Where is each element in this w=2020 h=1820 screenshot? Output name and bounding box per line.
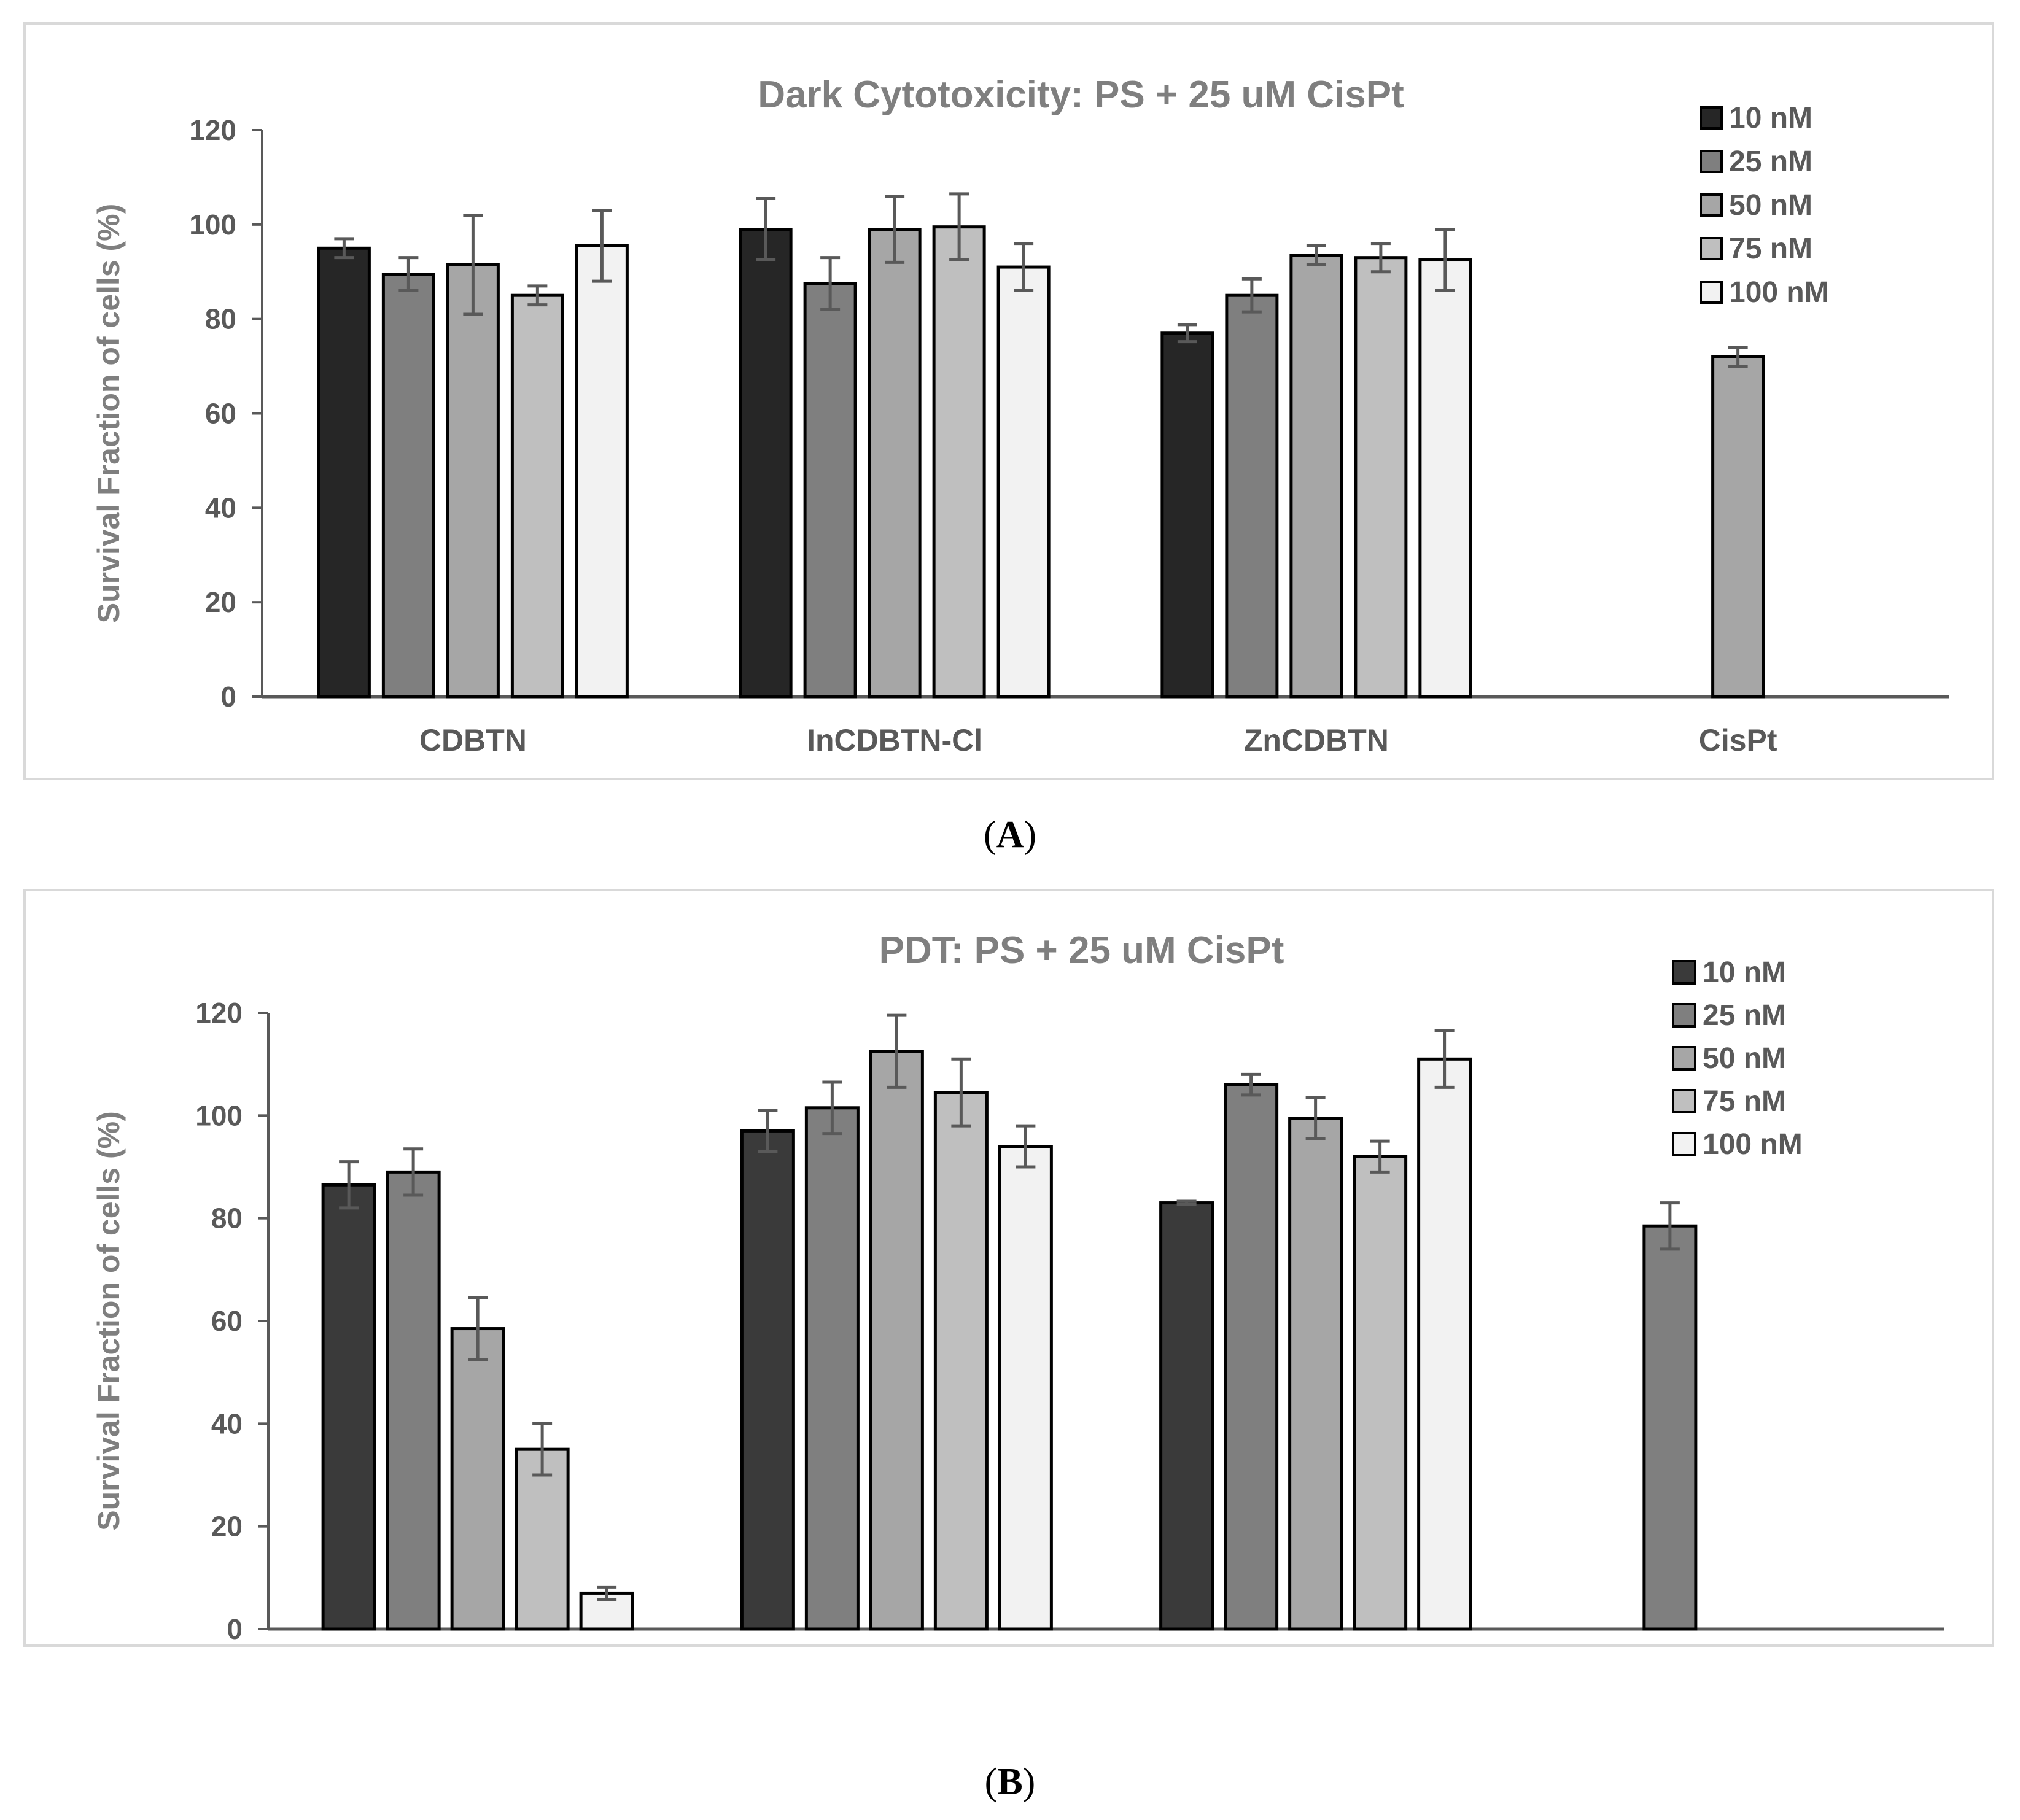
y-tick-label: 80 bbox=[205, 303, 236, 335]
y-axis-label: Survival Fraction of cells (%) bbox=[91, 204, 126, 624]
bar bbox=[1711, 355, 1765, 699]
y-tick-label: 40 bbox=[205, 492, 236, 524]
chart-title: PDT: PS + 25 uM CisPt bbox=[879, 929, 1284, 972]
legend-swatch bbox=[1700, 106, 1723, 130]
x-category-label: InCDBTN-Cl bbox=[807, 723, 982, 757]
bar bbox=[446, 263, 500, 699]
bar bbox=[450, 1327, 505, 1631]
legend-swatch bbox=[1672, 960, 1696, 985]
legend-label: 10 nM bbox=[1729, 102, 1812, 134]
bar bbox=[1289, 254, 1343, 699]
bar bbox=[317, 246, 371, 699]
bar bbox=[868, 228, 922, 699]
legend-label: 25 nM bbox=[1703, 999, 1786, 1032]
bar bbox=[1353, 1155, 1408, 1631]
legend-swatch bbox=[1672, 1132, 1696, 1156]
y-tick-label: 80 bbox=[211, 1202, 243, 1234]
caption-b: (B) bbox=[984, 1761, 1036, 1803]
bar bbox=[932, 225, 986, 699]
bar bbox=[575, 244, 629, 699]
y-tick-label: 20 bbox=[205, 586, 236, 618]
bar bbox=[1418, 258, 1472, 699]
legend-swatch bbox=[1672, 1003, 1696, 1028]
chart-panel-a: Dark Cytotoxicity: PS + 25 uM CisPt 0 20 40… bbox=[23, 22, 1994, 780]
bar bbox=[381, 273, 435, 699]
y-tick-label: 60 bbox=[205, 398, 236, 430]
bar bbox=[1160, 331, 1214, 699]
legend-label: 50 nM bbox=[1729, 189, 1812, 222]
legend-swatch bbox=[1672, 1046, 1696, 1071]
chart-b-svg: PDT: PS + 25 uM CisPt 0 20 40 60 80 100 120 Surv… bbox=[91, 929, 1944, 1645]
legend-swatch bbox=[1672, 1089, 1696, 1113]
y-tick-label: 100 bbox=[189, 209, 236, 241]
bar bbox=[740, 1129, 795, 1631]
bar bbox=[1288, 1117, 1343, 1631]
y-tick-label: 100 bbox=[195, 1099, 243, 1131]
bar bbox=[1417, 1057, 1472, 1631]
caption-a-letter: A bbox=[996, 814, 1024, 856]
bar bbox=[1224, 1083, 1279, 1631]
legend-label: 25 nM bbox=[1729, 145, 1812, 178]
y-tick-label: 20 bbox=[211, 1511, 243, 1543]
bar bbox=[515, 1447, 570, 1631]
bar bbox=[739, 228, 793, 699]
legend-swatch bbox=[1700, 237, 1723, 260]
bar bbox=[996, 265, 1051, 699]
x-category-label: CDBTN bbox=[419, 723, 527, 757]
chart-title: Dark Cytotoxicity: PS + 25 uM CisPt bbox=[758, 74, 1404, 116]
bar bbox=[803, 282, 857, 699]
legend-swatch bbox=[1700, 281, 1723, 304]
bar bbox=[1642, 1224, 1698, 1631]
chart-panel-b: PDT: PS + 25 uM CisPt 0 20 40 60 80 100 120 Surv… bbox=[23, 889, 1994, 1647]
bar bbox=[869, 1050, 924, 1631]
y-tick-label: 0 bbox=[227, 1613, 243, 1645]
bar bbox=[510, 293, 564, 699]
caption-a: (A) bbox=[983, 814, 1037, 856]
chart-a-svg: Dark Cytotoxicity: PS + 25 uM CisPt 0 20 40… bbox=[91, 74, 1949, 757]
bar bbox=[321, 1183, 376, 1631]
y-tick-label: 0 bbox=[220, 681, 236, 713]
bar bbox=[1354, 256, 1408, 699]
bar bbox=[933, 1091, 989, 1631]
legend-label: 75 nM bbox=[1703, 1085, 1786, 1118]
y-tick-label: 60 bbox=[211, 1305, 243, 1337]
y-axis-label: Survival Fraction of cells (%) bbox=[91, 1111, 126, 1531]
legend-swatch bbox=[1700, 193, 1723, 217]
legend-label: 50 nM bbox=[1703, 1042, 1786, 1075]
bar bbox=[1159, 1201, 1214, 1631]
bar bbox=[1225, 293, 1279, 699]
legend-swatch bbox=[1700, 150, 1723, 173]
y-tick-label: 40 bbox=[211, 1408, 243, 1439]
x-category-label: CisPt bbox=[1699, 723, 1777, 757]
x-category-label: ZnCDBTN bbox=[1244, 723, 1389, 757]
y-tick-label: 120 bbox=[189, 114, 236, 146]
y-tick-label: 120 bbox=[195, 997, 243, 1029]
bar bbox=[386, 1170, 441, 1631]
legend-label: 100 nM bbox=[1729, 276, 1829, 309]
bar bbox=[804, 1106, 860, 1631]
legend-label: 10 nM bbox=[1703, 956, 1786, 989]
bar bbox=[998, 1145, 1053, 1631]
caption-b-letter: B bbox=[997, 1761, 1023, 1803]
legend-label: 75 nM bbox=[1729, 233, 1812, 265]
legend-label: 100 nM bbox=[1703, 1128, 1803, 1161]
